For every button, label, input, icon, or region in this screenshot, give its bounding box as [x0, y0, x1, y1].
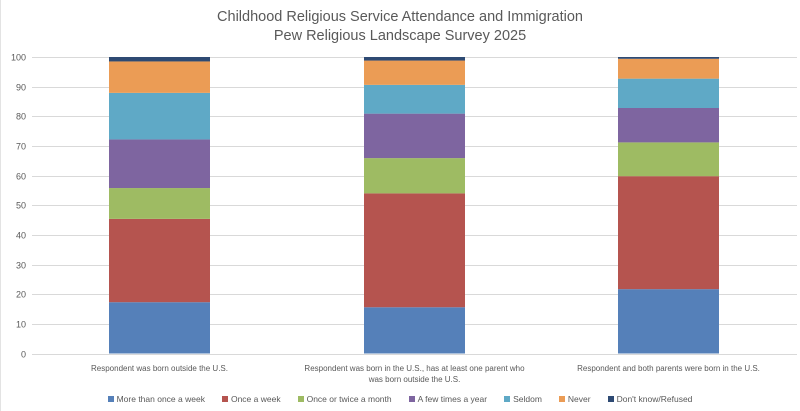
legend-label: Seldom: [513, 394, 542, 404]
chart-frame-edge: [0, 0, 1, 411]
y-tick-label: 70: [16, 142, 26, 152]
legend-item: Once or twice a month: [297, 394, 392, 404]
y-tick-label: 100: [11, 53, 26, 63]
bar-segment: [618, 142, 719, 177]
bar-segment: [364, 57, 465, 61]
legend-swatch: [408, 396, 415, 402]
legend-label: More than once a week: [116, 394, 205, 404]
bar-stack: [618, 57, 719, 354]
y-tick-label: 80: [16, 112, 26, 122]
bar-segment: [109, 302, 210, 354]
legend-item: More than once a week: [107, 394, 205, 404]
bar-segment: [618, 58, 719, 79]
legend-label: Once a week: [230, 394, 281, 404]
y-tick-label: 10: [16, 320, 26, 330]
bar-segment: [109, 218, 210, 303]
bar-segment: [364, 158, 465, 194]
y-tick-label: 0: [21, 350, 26, 360]
x-axis: Respondent was born outside the U.S. Resp…: [91, 364, 760, 384]
bar-stack: [109, 57, 210, 354]
legend-swatch: [558, 396, 565, 402]
bar-segment: [109, 139, 210, 189]
legend-swatch: [297, 396, 304, 402]
y-tick-label: 90: [16, 83, 26, 93]
legend-swatch: [607, 396, 614, 402]
bar-segment: [109, 92, 210, 140]
bar-segment: [109, 57, 210, 62]
bars: [109, 57, 719, 354]
x-category-label: Respondent was born outside the U.S.: [91, 364, 228, 373]
bar-segment: [109, 61, 210, 93]
bar-segment: [364, 193, 465, 308]
legend-swatch: [504, 396, 511, 402]
x-category-label: Respondent and both parents were born in…: [577, 364, 760, 373]
bar-segment: [109, 188, 210, 219]
bar-segment: [618, 78, 719, 108]
bar-segment: [364, 307, 465, 354]
legend-label: Don't know/Refused: [616, 394, 693, 404]
legend-item: A few times a year: [408, 394, 488, 404]
bar-segment: [618, 176, 719, 290]
bar-segment: [618, 289, 719, 354]
chart-title-block: Childhood Religious Service Attendance a…: [0, 8, 800, 46]
bar-segment: [618, 57, 719, 59]
bar-segment: [618, 107, 719, 143]
bar-segment: [364, 113, 465, 159]
y-tick-label: 50: [16, 201, 26, 211]
legend-item: Once a week: [221, 394, 281, 404]
y-tick-label: 20: [16, 290, 26, 300]
legend-label: Once or twice a month: [306, 394, 392, 404]
legend-item: Never: [558, 394, 591, 404]
y-tick-label: 40: [16, 231, 26, 241]
legend-swatch: [221, 396, 228, 402]
x-category-label: Respondent was born in the U.S., has at …: [304, 364, 525, 373]
bar-stack: [364, 57, 465, 354]
legend-label: Never: [567, 394, 591, 404]
y-axis: 0 10 20 30 40 50 60 70 80 90 100: [11, 53, 26, 360]
legend: More than once a week Once a week Once or …: [0, 394, 800, 404]
y-tick-label: 60: [16, 172, 26, 182]
x-category-label: was born outside the U.S.: [368, 375, 461, 384]
bar-segment: [364, 60, 465, 85]
legend-item: Seldom: [504, 394, 542, 404]
chart-subtitle: Pew Religious Landscape Survey 2025: [273, 28, 527, 44]
bar-segment: [364, 84, 465, 114]
y-tick-label: 30: [16, 261, 26, 271]
legend-swatch: [107, 396, 114, 402]
chart-title: Childhood Religious Service Attendance a…: [217, 9, 583, 25]
legend-label: A few times a year: [417, 394, 488, 404]
legend-item: Don't know/Refused: [607, 394, 693, 404]
